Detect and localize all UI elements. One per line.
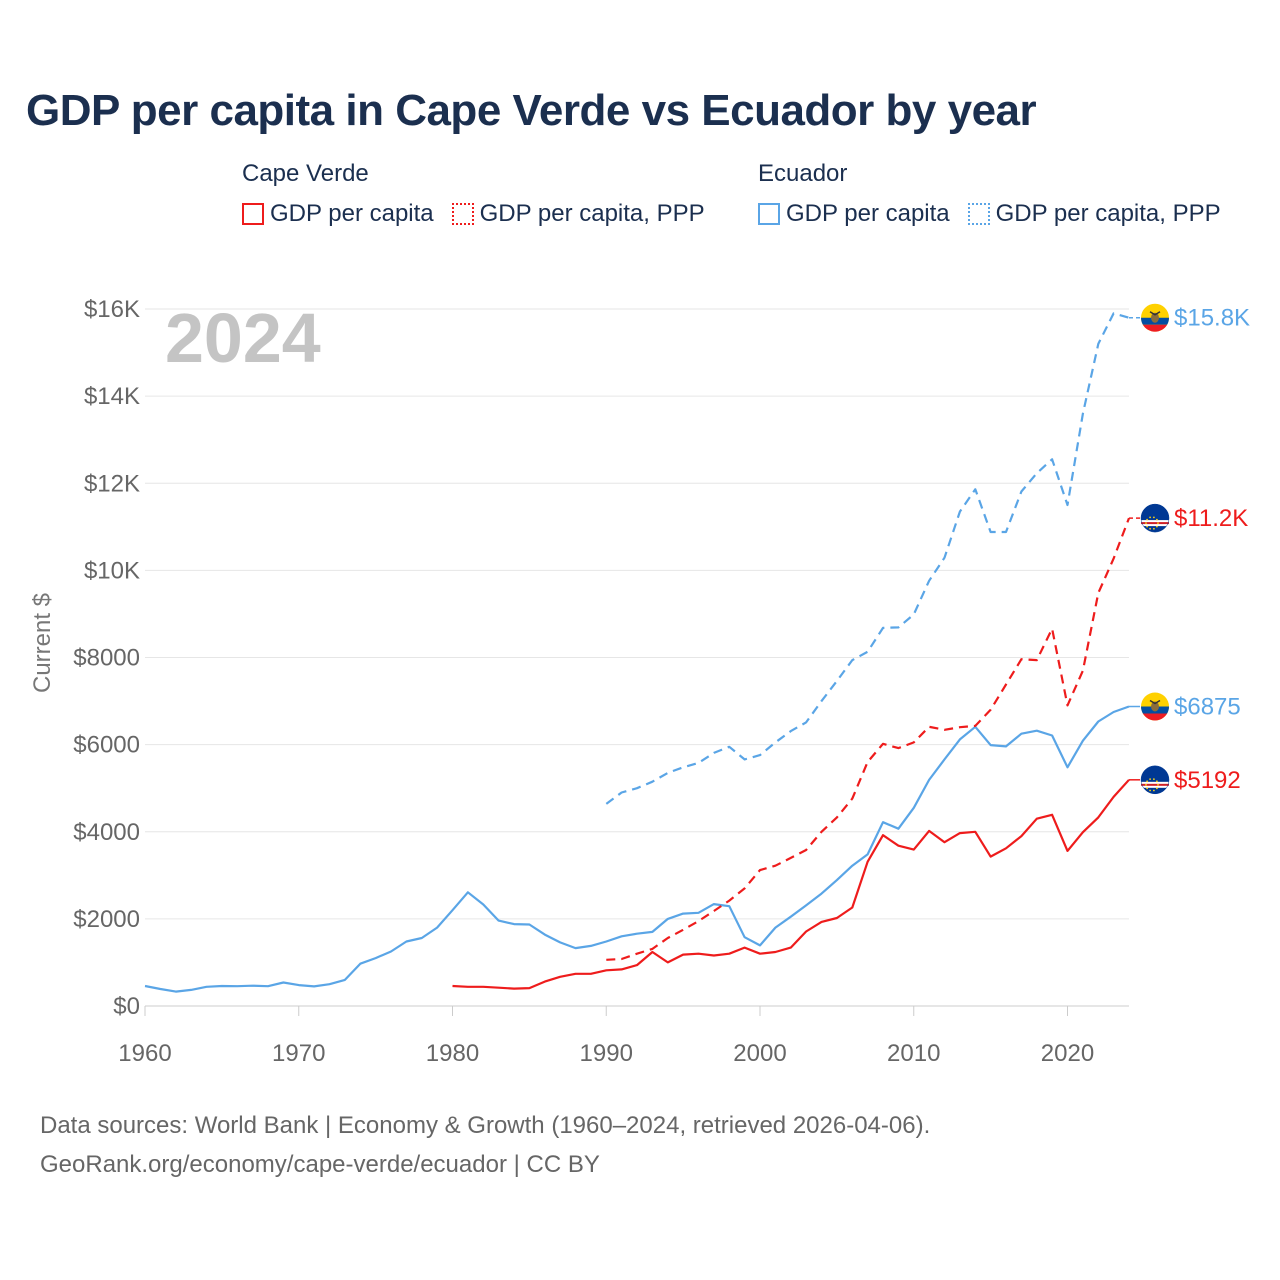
legend-ecuador: Ecuador GDP per capita GDP per capita, P…	[758, 160, 1221, 228]
series-lines	[144, 312, 1131, 993]
ecuador-flag-icon	[1141, 692, 1169, 721]
legend-label: GDP per capita, PPP	[479, 200, 705, 227]
end-value-label: $5192	[1174, 767, 1241, 794]
y-tick-label: $4000	[73, 819, 140, 846]
legend-cape-verde-ppp[interactable]: GDP per capita, PPP	[451, 200, 705, 228]
y-axis-ticks: $0 $2000 $4000 $6000 $8000 $10K $12K $14K $16K	[73, 296, 140, 1020]
legend-ecuador-name: Ecuador	[758, 160, 848, 187]
y-tick-label: $16K	[84, 296, 140, 323]
legend-swatch-solid-blue	[758, 203, 780, 225]
x-tick-label: 1960	[118, 1040, 171, 1067]
legend-cape-verde-name: Cape Verde	[242, 160, 369, 187]
x-tick-label: 1970	[272, 1040, 325, 1067]
x-tick-label: 2010	[887, 1040, 940, 1067]
legend-ecuador-ppp[interactable]: GDP per capita, PPP	[967, 200, 1221, 228]
grid-lines	[145, 308, 1129, 1007]
y-axis-label: Current $	[29, 593, 56, 693]
legend-label: GDP per capita	[270, 200, 434, 227]
footer-link[interactable]: GeoRank.org/economy/cape-verde/ecuador |…	[40, 1151, 600, 1178]
year-watermark: 2024	[165, 299, 321, 377]
legend-label: GDP per capita, PPP	[995, 200, 1221, 227]
y-tick-label: $2000	[73, 906, 140, 933]
footer-sources: Data sources: World Bank | Economy & Gro…	[40, 1112, 931, 1139]
legend-swatch-dotted-red	[451, 203, 474, 225]
y-tick-label: $10K	[84, 557, 140, 584]
y-tick-label: $14K	[84, 383, 140, 410]
footer: Data sources: World Bank | Economy & Gro…	[40, 1106, 930, 1184]
y-tick-label: $6000	[73, 732, 140, 759]
x-tick-label: 2020	[1041, 1040, 1094, 1067]
end-value-label: $15.8K	[1174, 305, 1250, 332]
end-markers: $6875 $15.8K $5192 $11.2K	[1129, 303, 1250, 795]
cape-verde-flag-icon	[1140, 503, 1170, 533]
legend-label: GDP per capita	[786, 200, 950, 227]
ecuador-flag-icon	[1141, 303, 1169, 332]
legend-cape-verde-gdp[interactable]: GDP per capita	[242, 200, 434, 228]
chart-title: GDP per capita in Cape Verde vs Ecuador …	[26, 86, 1037, 135]
legend-cape-verde: Cape Verde GDP per capita GDP per capita…	[242, 160, 705, 228]
x-axis-ticks: 1960 1970 1980 1990 2000 2010 2020	[118, 1006, 1094, 1067]
legend-swatch-solid-red	[242, 203, 264, 225]
y-tick-label: $0	[113, 993, 140, 1020]
x-tick-label: 2000	[733, 1040, 786, 1067]
cape-verde-flag-icon	[1140, 765, 1170, 795]
x-tick-label: 1980	[426, 1040, 479, 1067]
series-line-ecuador-gdp-per-capita[interactable]	[144, 705, 1130, 993]
legend-ecuador-gdp[interactable]: GDP per capita	[758, 200, 950, 228]
x-tick-label: 1990	[580, 1040, 633, 1067]
end-value-label: $11.2K	[1174, 505, 1248, 532]
y-tick-label: $12K	[84, 470, 140, 497]
series-line-cape-verde-gdp-per-capita-ppp[interactable]	[606, 517, 1131, 961]
series-line-ecuador-gdp-per-capita-ppp[interactable]	[605, 312, 1130, 805]
y-tick-label: $8000	[73, 645, 140, 672]
end-value-label: $6875	[1174, 694, 1241, 721]
series-line-cape-verde-gdp-per-capita[interactable]	[452, 779, 1130, 990]
legend-swatch-dotted-blue	[967, 203, 990, 225]
line-chart: 2024 $0$2000$4000$6000$8000$10K$12K$14K$…	[29, 296, 1250, 1067]
